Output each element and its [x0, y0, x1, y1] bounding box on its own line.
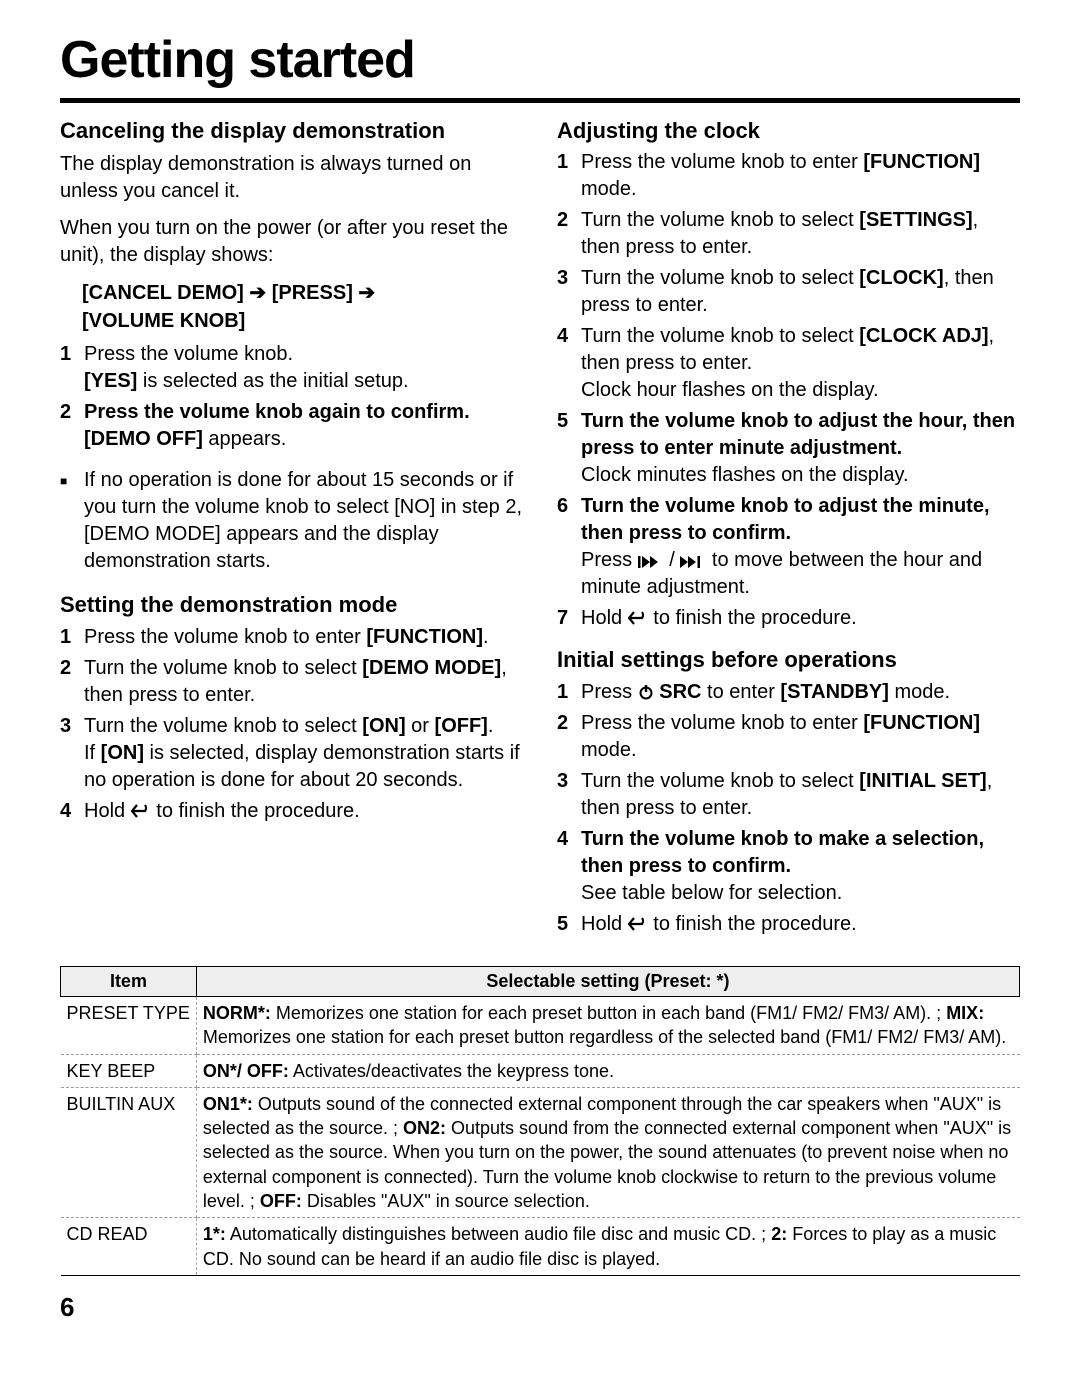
list-item: If no operation is done for about 15 sec…: [60, 467, 523, 575]
table-row: BUILTIN AUX ON1*: Outputs sound of the c…: [61, 1087, 1020, 1217]
page: Getting started Canceling the display de…: [0, 0, 1080, 1343]
list-item: 6Turn the volume knob to adjust the minu…: [557, 493, 1020, 601]
table-header-row: Item Selectable setting (Preset: *): [61, 967, 1020, 997]
list-item: 3Turn the volume knob to select [CLOCK],…: [557, 265, 1020, 319]
list-item: 5Turn the volume knob to adjust the hour…: [557, 408, 1020, 489]
cancel-demo-sequence: [CANCEL DEMO] ➔ [PRESS] ➔[VOLUME KNOB]: [60, 279, 523, 335]
adjust-clock-heading: Adjusting the clock: [557, 117, 1020, 145]
back-icon: [628, 610, 648, 626]
list-item: 2Press the volume knob again to confirm.…: [60, 399, 523, 453]
initial-settings-steps: 1Press SRC to enter [STANDBY] mode. 2Pre…: [557, 679, 1020, 938]
settings-table: Item Selectable setting (Preset: *) PRES…: [60, 966, 1020, 1276]
prev-track-icon: [638, 556, 664, 568]
content-columns: Canceling the display demonstration The …: [60, 117, 1020, 952]
cancel-demo-heading: Canceling the display demonstration: [60, 117, 523, 145]
table-row: PRESET TYPE NORM*: Memorizes one station…: [61, 997, 1020, 1055]
table-cell-desc: NORM*: Memorizes one station for each pr…: [196, 997, 1019, 1055]
cancel-demo-p2: When you turn on the power (or after you…: [60, 215, 523, 269]
list-item: 4Turn the volume knob to make a selectio…: [557, 826, 1020, 907]
list-item: 3Turn the volume knob to select [INITIAL…: [557, 768, 1020, 822]
table-header-setting: Selectable setting (Preset: *): [196, 967, 1019, 997]
list-item: 4Hold to finish the procedure.: [60, 798, 523, 825]
page-number: 6: [60, 1292, 1020, 1323]
list-item: 1Press the volume knob to enter [FUNCTIO…: [60, 624, 523, 651]
cancel-demo-p1: The display demonstration is always turn…: [60, 151, 523, 205]
page-title: Getting started: [60, 30, 1020, 90]
list-item: 5Hold to finish the procedure.: [557, 911, 1020, 938]
table-row: KEY BEEP ON*/ OFF: Activates/deactivates…: [61, 1054, 1020, 1087]
table-cell-item: CD READ: [61, 1218, 197, 1276]
table-cell-desc: ON1*: Outputs sound of the connected ext…: [196, 1087, 1019, 1217]
adjust-clock-steps: 1Press the volume knob to enter [FUNCTIO…: [557, 149, 1020, 632]
list-item: 1Press SRC to enter [STANDBY] mode.: [557, 679, 1020, 706]
table-row: CD READ 1*: Automatically distinguishes …: [61, 1218, 1020, 1276]
next-track-icon: [680, 556, 706, 568]
list-item: 1Press the volume knob to enter [FUNCTIO…: [557, 149, 1020, 203]
list-item: 1Press the volume knob.[YES] is selected…: [60, 341, 523, 395]
table-header-item: Item: [61, 967, 197, 997]
back-icon: [628, 916, 648, 932]
cancel-demo-steps: 1Press the volume knob.[YES] is selected…: [60, 341, 523, 453]
list-item: 4Turn the volume knob to select [CLOCK A…: [557, 323, 1020, 404]
list-item: 2Turn the volume knob to select [SETTING…: [557, 207, 1020, 261]
table-cell-desc: 1*: Automatically distinguishes between …: [196, 1218, 1019, 1276]
table-cell-item: BUILTIN AUX: [61, 1087, 197, 1217]
initial-settings-heading: Initial settings before operations: [557, 646, 1020, 674]
table-cell-item: KEY BEEP: [61, 1054, 197, 1087]
left-column: Canceling the display demonstration The …: [60, 117, 523, 952]
list-item: 2Turn the volume knob to select [DEMO MO…: [60, 655, 523, 709]
power-icon: [638, 684, 654, 700]
list-item: 7Hold to finish the procedure.: [557, 605, 1020, 632]
list-item: 2Press the volume knob to enter [FUNCTIO…: [557, 710, 1020, 764]
table-cell-item: PRESET TYPE: [61, 997, 197, 1055]
list-item: 3Turn the volume knob to select [ON] or …: [60, 713, 523, 794]
set-demo-heading: Setting the demonstration mode: [60, 591, 523, 619]
right-column: Adjusting the clock 1Press the volume kn…: [557, 117, 1020, 952]
back-icon: [131, 803, 151, 819]
table-cell-desc: ON*/ OFF: Activates/deactivates the keyp…: [196, 1054, 1019, 1087]
set-demo-steps: 1Press the volume knob to enter [FUNCTIO…: [60, 624, 523, 825]
title-rule: [60, 98, 1020, 103]
cancel-demo-note: If no operation is done for about 15 sec…: [60, 467, 523, 575]
